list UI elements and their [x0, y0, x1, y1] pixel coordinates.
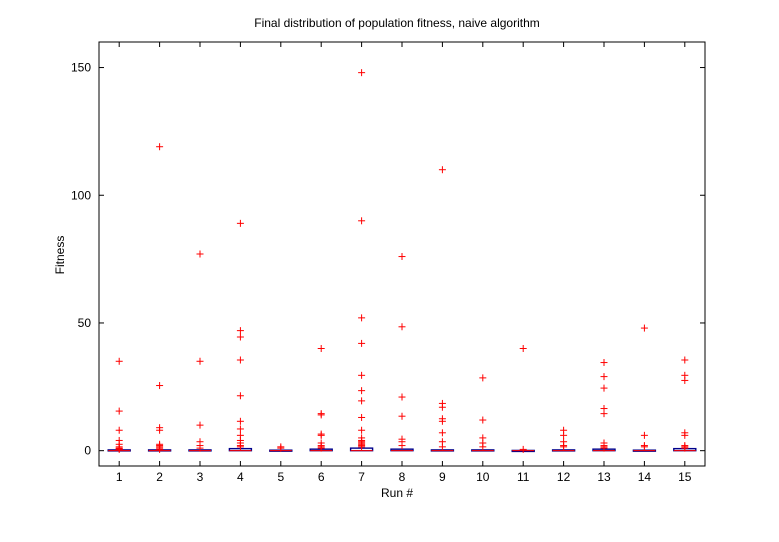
x-tick-label: 5 — [277, 470, 284, 484]
x-tick-label: 9 — [439, 470, 446, 484]
x-tick-label: 7 — [358, 470, 365, 484]
x-tick-label: 3 — [197, 470, 204, 484]
x-axis-label: Run # — [381, 486, 413, 500]
chart-title: Final distribution of population fitness… — [254, 16, 540, 30]
x-tick-label: 10 — [476, 470, 490, 484]
x-tick-label: 15 — [678, 470, 692, 484]
y-tick-label: 50 — [78, 316, 92, 330]
y-tick-label: 100 — [71, 188, 91, 202]
y-tick-label: 150 — [71, 61, 91, 75]
x-tick-label: 1 — [116, 470, 123, 484]
y-axis-label: Fitness — [53, 236, 67, 275]
x-tick-label: 6 — [318, 470, 325, 484]
x-tick-label: 12 — [557, 470, 571, 484]
x-tick-label: 11 — [517, 470, 530, 484]
y-tick-label: 0 — [84, 444, 91, 458]
x-tick-label: 14 — [638, 470, 652, 484]
x-tick-label: 8 — [399, 470, 406, 484]
x-tick-label: 4 — [237, 470, 244, 484]
x-tick-label: 2 — [156, 470, 163, 484]
x-tick-label: 13 — [597, 470, 611, 484]
